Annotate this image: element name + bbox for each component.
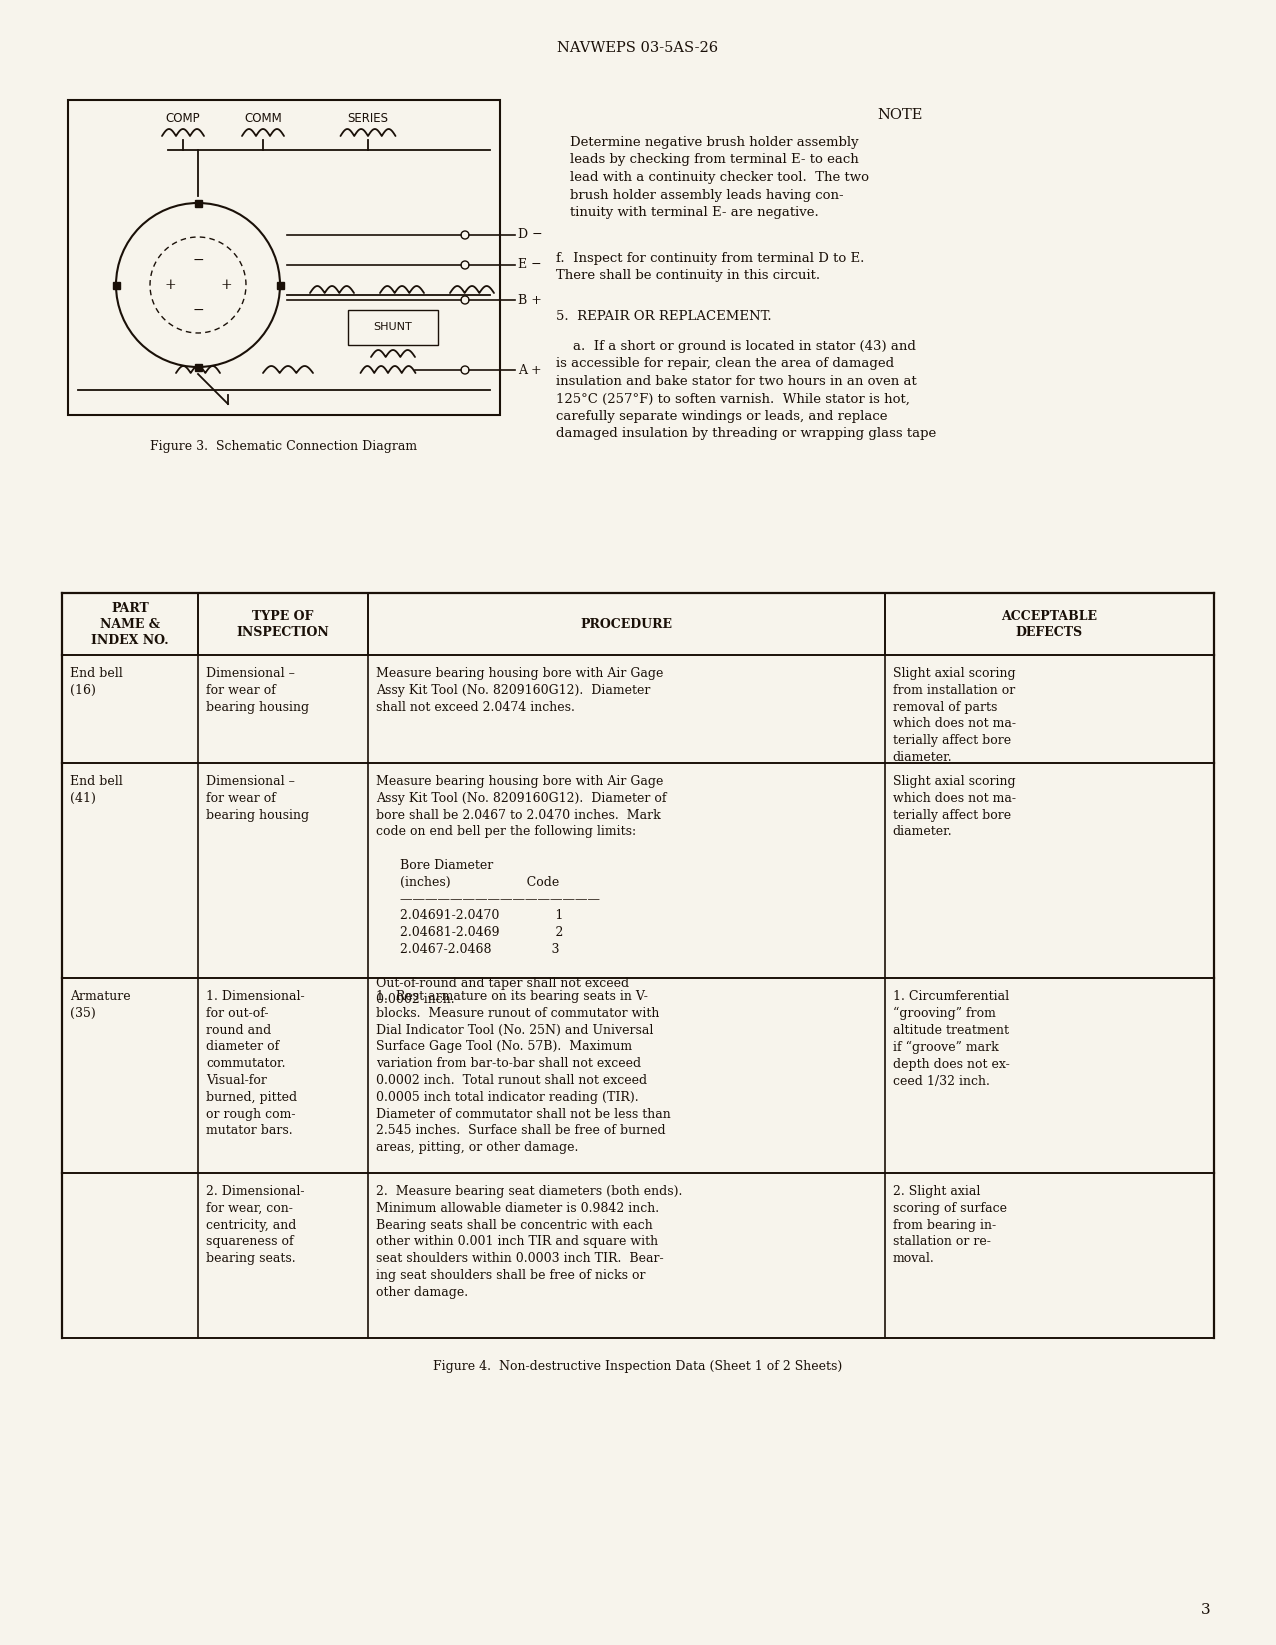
Text: Figure 3.  Schematic Connection Diagram: Figure 3. Schematic Connection Diagram xyxy=(151,439,417,452)
Text: Armature
(35): Armature (35) xyxy=(70,990,130,1020)
Text: TYPE OF
INSPECTION: TYPE OF INSPECTION xyxy=(237,610,329,638)
Text: Measure bearing housing bore with Air Gage
Assy Kit Tool (No. 8209160G12).  Diam: Measure bearing housing bore with Air Ga… xyxy=(376,775,667,1007)
Bar xyxy=(68,100,500,415)
Text: SERIES: SERIES xyxy=(347,112,388,125)
Text: NAVWEPS 03-5AS-26: NAVWEPS 03-5AS-26 xyxy=(558,41,718,54)
Text: PROCEDURE: PROCEDURE xyxy=(581,617,672,630)
Text: NOTE: NOTE xyxy=(878,109,923,122)
Text: 1. Circumferential
“grooving” from
altitude treatment
if “groove” mark
depth doe: 1. Circumferential “grooving” from altit… xyxy=(892,990,1009,1087)
Text: 2. Dimensional-
for wear, con-
centricity, and
squareness of
bearing seats.: 2. Dimensional- for wear, con- centricit… xyxy=(205,1184,305,1265)
Bar xyxy=(348,309,438,345)
Text: B +: B + xyxy=(518,293,542,306)
Text: SHUNT: SHUNT xyxy=(374,322,412,332)
Bar xyxy=(194,199,202,207)
Text: +: + xyxy=(165,278,176,293)
Text: Measure bearing housing bore with Air Gage
Assy Kit Tool (No. 8209160G12).  Diam: Measure bearing housing bore with Air Ga… xyxy=(376,666,664,714)
Text: ACCEPTABLE
DEFECTS: ACCEPTABLE DEFECTS xyxy=(1002,610,1097,638)
Text: COMM: COMM xyxy=(244,112,282,125)
Text: Slight axial scoring
from installation or
removal of parts
which does not ma-
te: Slight axial scoring from installation o… xyxy=(892,666,1016,763)
Text: E −: E − xyxy=(518,258,541,271)
Bar xyxy=(277,281,283,288)
Text: End bell
(41): End bell (41) xyxy=(70,775,122,804)
Text: a.  If a short or ground is located in stator (43) and
is accessible for repair,: a. If a short or ground is located in st… xyxy=(556,341,937,441)
Text: +: + xyxy=(221,278,232,293)
Text: −: − xyxy=(193,253,204,266)
Text: Determine negative brush holder assembly
leads by checking from terminal E- to e: Determine negative brush holder assembly… xyxy=(570,137,869,219)
Text: 3: 3 xyxy=(1201,1602,1210,1617)
Text: Dimensional –
for wear of
bearing housing: Dimensional – for wear of bearing housin… xyxy=(205,775,309,821)
Text: D −: D − xyxy=(518,229,542,242)
Bar xyxy=(112,281,120,288)
Text: Dimensional –
for wear of
bearing housing: Dimensional – for wear of bearing housin… xyxy=(205,666,309,714)
Text: 2. Slight axial
scoring of surface
from bearing in-
stallation or re-
moval.: 2. Slight axial scoring of surface from … xyxy=(892,1184,1007,1265)
Text: −: − xyxy=(193,303,204,317)
Text: Slight axial scoring
which does not ma-
terially affect bore
diameter.: Slight axial scoring which does not ma- … xyxy=(892,775,1016,839)
Text: 2.  Measure bearing seat diameters (both ends).
Minimum allowable diameter is 0.: 2. Measure bearing seat diameters (both … xyxy=(376,1184,683,1300)
Text: 5.  REPAIR OR REPLACEMENT.: 5. REPAIR OR REPLACEMENT. xyxy=(556,309,772,322)
Bar xyxy=(194,364,202,370)
Text: f.  Inspect for continuity from terminal D to E.
There shall be continuity in th: f. Inspect for continuity from terminal … xyxy=(556,252,864,283)
Text: 1. Dimensional-
for out-of-
round and
diameter of
commutator.
Visual-for
burned,: 1. Dimensional- for out-of- round and di… xyxy=(205,990,305,1137)
Text: Figure 4.  Non-destructive Inspection Data (Sheet 1 of 2 Sheets): Figure 4. Non-destructive Inspection Dat… xyxy=(434,1360,842,1374)
Text: 1.  Rest armature on its bearing seats in V-
blocks.  Measure runout of commutat: 1. Rest armature on its bearing seats in… xyxy=(376,990,671,1155)
Text: A +: A + xyxy=(518,364,541,377)
Text: COMP: COMP xyxy=(166,112,200,125)
Text: End bell
(16): End bell (16) xyxy=(70,666,122,697)
Text: PART
NAME &
INDEX NO.: PART NAME & INDEX NO. xyxy=(91,602,168,646)
